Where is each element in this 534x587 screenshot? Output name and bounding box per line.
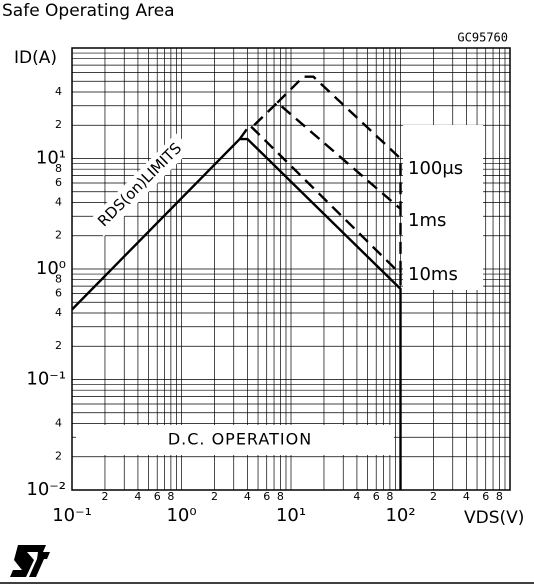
x-tick-label: 8 bbox=[386, 490, 393, 503]
x-tick-label: 10² bbox=[385, 505, 415, 526]
y-tick-label: 2 bbox=[55, 229, 62, 242]
y-tick-label: 10¹ bbox=[36, 148, 66, 169]
y-tick-label: 2 bbox=[55, 118, 62, 131]
label-box bbox=[76, 425, 394, 455]
y-tick-label: 8 bbox=[55, 162, 62, 175]
x-tick-label: 6 bbox=[373, 490, 380, 503]
plot-frame bbox=[71, 47, 511, 491]
x-tick-label: 2 bbox=[211, 490, 218, 503]
y-tick-label: 6 bbox=[55, 176, 62, 189]
x-tick-label: 10¹ bbox=[276, 505, 306, 526]
y-tick-label: 8 bbox=[55, 273, 62, 286]
x-tick-label: 6 bbox=[263, 490, 270, 503]
x-tick-label: 6 bbox=[154, 490, 161, 503]
x-tick-label: 10⁻¹ bbox=[52, 505, 92, 526]
series-line bbox=[238, 123, 402, 289]
y-tick-label: 4 bbox=[55, 416, 62, 429]
y-tick-label: 2 bbox=[55, 450, 62, 463]
chart-title: Safe Operating Area bbox=[2, 1, 175, 21]
x-tick-label: 4 bbox=[463, 490, 470, 503]
logo-t bbox=[29, 552, 50, 577]
series-label: 10ms bbox=[408, 264, 458, 285]
y-tick-label: 4 bbox=[55, 85, 62, 98]
series-label: 100μs bbox=[408, 158, 463, 179]
x-tick-label: 10⁰ bbox=[166, 505, 196, 526]
series-line bbox=[253, 101, 402, 275]
series-line bbox=[276, 75, 402, 209]
label-box bbox=[460, 505, 530, 531]
label-box bbox=[10, 45, 68, 69]
y-tick-label: 10⁰ bbox=[36, 258, 66, 279]
y-axis-label: ID(A) bbox=[14, 48, 57, 68]
x-tick-label: 8 bbox=[496, 490, 503, 503]
y-tick-label: 4 bbox=[55, 195, 62, 208]
x-tick-label: 4 bbox=[134, 490, 141, 503]
y-tick-label: 4 bbox=[55, 306, 62, 319]
figure-code: GC95760 bbox=[457, 31, 508, 45]
x-axis-label: VDS(V) bbox=[464, 508, 524, 528]
x-tick-label: 2 bbox=[101, 490, 108, 503]
x-tick-label: 6 bbox=[482, 490, 489, 503]
logo-s bbox=[10, 545, 46, 577]
y-tick-label: 10⁻² bbox=[26, 479, 66, 500]
x-tick-label: 8 bbox=[277, 490, 284, 503]
label-box bbox=[403, 125, 483, 290]
series-line bbox=[71, 137, 402, 490]
y-tick-label: 6 bbox=[55, 287, 62, 300]
y-tick-label: 10⁻¹ bbox=[26, 369, 66, 390]
x-tick-label: 8 bbox=[167, 490, 174, 503]
label-box bbox=[88, 133, 192, 237]
y-tick-label: 2 bbox=[55, 339, 62, 352]
series-label: 1ms bbox=[408, 210, 446, 231]
code-box bbox=[436, 30, 510, 46]
x-tick-label: 4 bbox=[353, 490, 360, 503]
x-tick-label: 2 bbox=[430, 490, 437, 503]
st-logo bbox=[10, 545, 50, 577]
series-lines: D.C. OPERATION 10ms 1ms 100μs bbox=[71, 75, 463, 490]
x-tick-label: 4 bbox=[244, 490, 251, 503]
limit-label-group: RDS(on)LIMITS bbox=[88, 133, 192, 237]
series-label: D.C. OPERATION bbox=[168, 430, 312, 449]
